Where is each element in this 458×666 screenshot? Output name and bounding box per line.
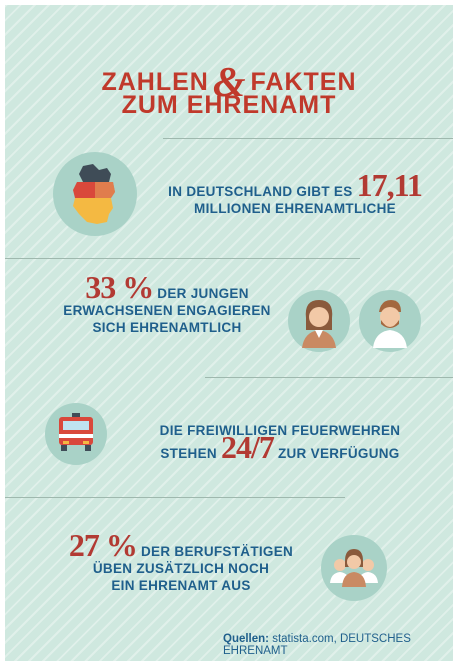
source-note: Quellen: statista.com, DEUTSCHES EHRENAM… [223, 633, 453, 657]
title-ampersand: & [212, 60, 247, 106]
title-line-2: ZUM EHRENAMT [121, 91, 337, 119]
woman-avatar-icon [288, 290, 350, 352]
title-line-1: ZAHLEN& FAKTEN [101, 60, 357, 106]
fact-3-text: DIE FREIWILLIGEN FEUERWEHREN STEHEN 24/7… [159, 423, 401, 465]
fact-4-number: 27 % [68, 527, 138, 563]
man-avatar-icon [359, 290, 421, 352]
divider [5, 258, 360, 259]
fire-truck-icon [45, 403, 107, 465]
fact-2-number: 33 % [85, 269, 154, 305]
germany-map-icon [53, 152, 137, 236]
fact-1-text-after: MILLIONEN EHRENAMTLICHE [194, 201, 396, 216]
divider [5, 497, 345, 498]
group-icon [321, 535, 387, 601]
fact-1-number: 17,11 [356, 167, 423, 203]
fact-3-number: 24/7 [221, 429, 275, 465]
divider [163, 138, 453, 139]
fact-1-text-before: IN DEUTSCHLAND GIBT ES [168, 184, 353, 199]
fact-1-text: IN DEUTSCHLAND GIBT ES 17,11 MILLIONEN E… [155, 169, 435, 217]
fact-2-text: 33 % DER JUNGEN ERWACHSENEN ENGAGIEREN S… [63, 269, 271, 335]
source-label: Quellen: [223, 633, 270, 645]
infographic-card: ZAHLEN& FAKTEN ZUM EHRENAMT IN DEUTSCHLAN… [5, 5, 453, 661]
divider [205, 377, 453, 378]
fact-4-text: 27 % DER BERUFSTÄTIGEN ÜBEN ZUSÄTZLICH N… [68, 527, 294, 593]
source-text: statista.com, DEUTSCHES EHRENAMT [223, 633, 411, 657]
